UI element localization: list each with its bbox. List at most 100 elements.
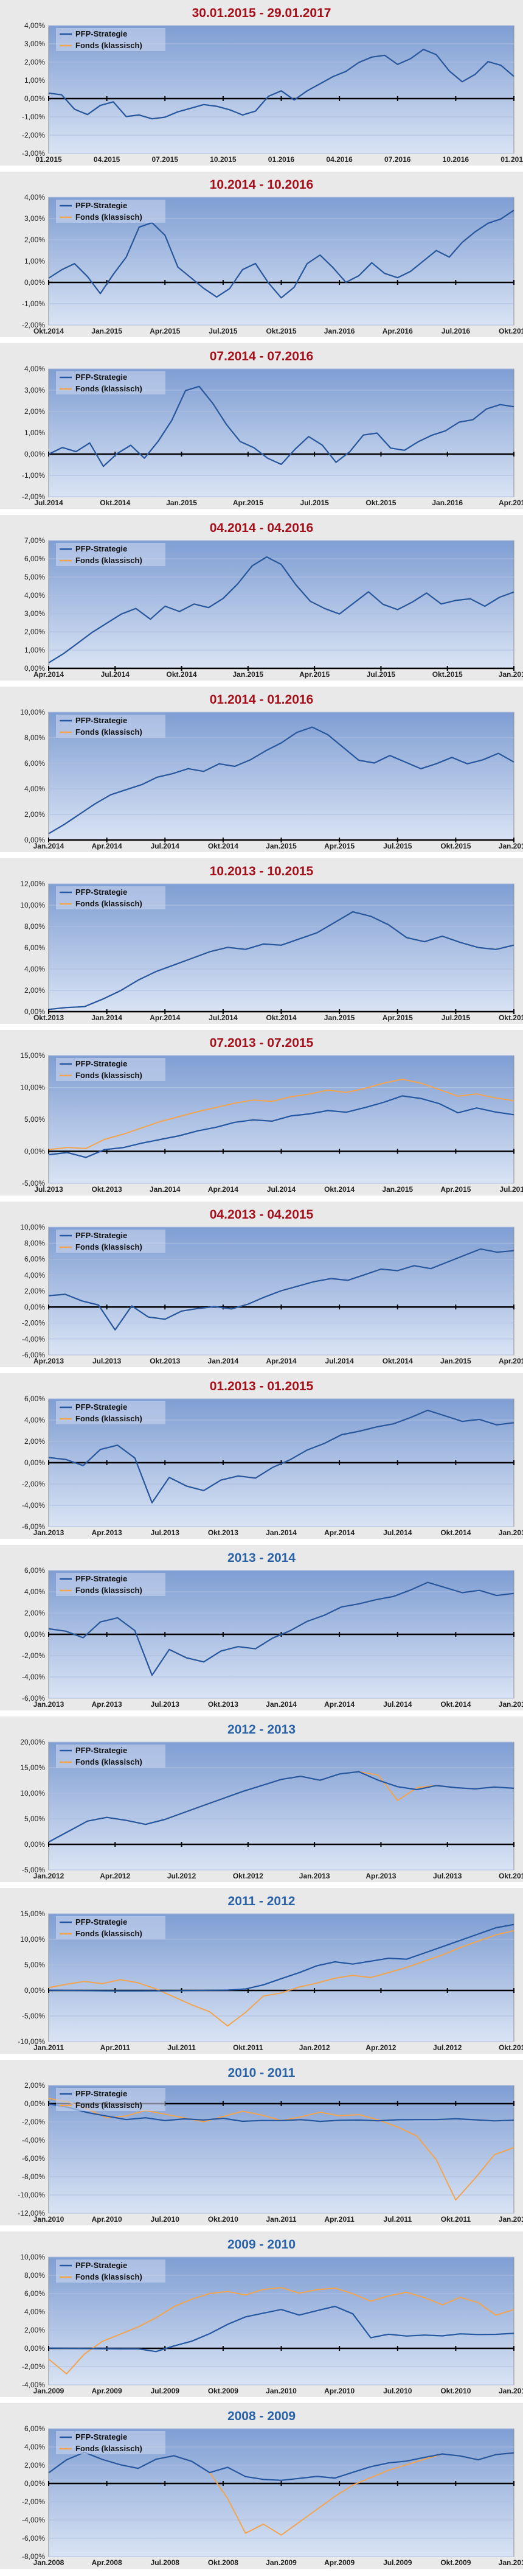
- x-tick-label: Jul.2014: [34, 499, 63, 507]
- y-tick-label: 6,00%: [24, 2424, 45, 2433]
- x-tick-label: Okt.2010: [440, 2387, 471, 2395]
- legend-label-pfp: PFP-Strategie: [75, 1574, 127, 1583]
- x-tick-label: Jan.2015: [382, 1185, 413, 1194]
- series-line-pfp-strategie: [48, 2451, 514, 2481]
- y-tick-label: 3,00%: [24, 609, 45, 618]
- y-tick-label: -6,00%: [22, 2154, 45, 2163]
- chart-title: 2011 - 2012: [227, 1894, 296, 1908]
- legend-box: [56, 1573, 165, 1596]
- legend-label-fonds: Fonds (klassisch): [75, 556, 142, 565]
- y-tick-label: 6,00%: [24, 2289, 45, 2298]
- x-tick-label: Okt.2014: [33, 327, 64, 335]
- x-tick-label: Apr.2016: [383, 327, 413, 335]
- series-line-fonds-klassisch: [48, 1930, 514, 2027]
- x-tick-label: Apr.2014: [324, 1528, 355, 1537]
- y-tick-label: 0,00%: [24, 1007, 45, 1016]
- x-tick-label: Jul.2009: [383, 2558, 412, 2567]
- x-tick-label: Apr.2014: [266, 1357, 296, 1365]
- x-tick-label: Jul.2014: [209, 1013, 238, 1022]
- legend-label-fonds: Fonds (klassisch): [75, 1242, 142, 1251]
- legend: PFP-Strategie Fonds (klassisch): [56, 1401, 165, 1424]
- y-tick-label: 0,00%: [24, 94, 45, 103]
- x-tick-label: Jul.2013: [433, 1872, 462, 1880]
- series-line-pfp-strategie: [48, 2305, 514, 2353]
- y-tick-label: 0,00%: [24, 664, 45, 673]
- chart-svg: 10,00% 8,00% 6,00% 4,00% 2,00% 0,00% -2,00% -4,…: [20, 1223, 523, 1365]
- y-tick-label: -2,00%: [22, 492, 45, 501]
- chart-title: 2009 - 2010: [227, 2238, 296, 2252]
- x-tick-label: Jul.2012: [167, 1872, 196, 1880]
- chart-panel: 2013 - 2014 6,00% 4,00% 2,00% 0,00% -2,00% -4,…: [0, 1545, 523, 1710]
- y-tick-label: 8,00%: [24, 1239, 45, 1247]
- legend-box: [56, 1058, 165, 1081]
- x-tick-label: Jul.2014: [151, 842, 180, 850]
- legend-label-fonds: Fonds (klassisch): [75, 899, 142, 908]
- legend-label-fonds: Fonds (klassisch): [75, 212, 142, 222]
- y-tick-label: 10,00%: [20, 2253, 45, 2261]
- series-line-pfp-strategie: [48, 911, 514, 1010]
- chart-panel: 2010 - 2011 2,00% 0,00% -2,00% -4,00% -6,00% -…: [0, 2060, 523, 2225]
- series-line-pfp-strategie: [48, 1248, 514, 1331]
- x-tick-label: Jan.2010: [33, 2215, 64, 2224]
- chart-svg: 6,00%4,00%2,00%0,00%-2,00%-4,00%-6,00%Ja…: [22, 1395, 523, 1537]
- y-tick-label: 15,00%: [20, 1909, 45, 1918]
- chart-title: 2010 - 2011: [227, 2066, 296, 2080]
- x-tick-label: Jul.2011: [383, 2215, 412, 2224]
- y-tick-label: -5,00%: [22, 1179, 45, 1188]
- legend: PFP-Strategie Fonds (klassisch): [56, 2431, 165, 2454]
- chart-panel: 01.2014 - 01.2016 10,00% 8,00% 6,00% 4,00% 2,…: [0, 687, 523, 852]
- x-tick-label: Apr.2014: [208, 1185, 238, 1194]
- legend-box: [56, 1745, 165, 1768]
- x-tick-label: Jul.2010: [383, 2387, 412, 2395]
- y-tick-label: -1,00%: [22, 113, 45, 121]
- y-tick-label: 0,00%: [24, 1986, 45, 1995]
- legend: PFP-Strategie Fonds (klassisch): [56, 886, 165, 909]
- chart-panel: 2008 - 2009 6,00% 4,00% 2,00% 0,00% -2,00% -4,…: [0, 2403, 523, 2569]
- x-tick-label: Jul.2013: [151, 1528, 180, 1537]
- x-tick-label: Okt.2011: [233, 2043, 263, 2052]
- legend: PFP-Strategie Fonds (klassisch): [56, 2088, 165, 2111]
- x-tick-label: Apr.2016: [499, 499, 523, 507]
- legend-box: [56, 715, 165, 738]
- chart-panel: 07.2013 - 07.2015 15,00% 10,00% 5,00% 0,00% -…: [0, 1030, 523, 1195]
- legend-label-pfp: PFP-Strategie: [75, 1917, 127, 1927]
- legend: PFP-Strategie Fonds (klassisch): [56, 371, 165, 394]
- x-tick-label: Jan.2013: [299, 1872, 330, 1880]
- x-tick-label: Okt.2011: [441, 2215, 471, 2224]
- chart-title: 2012 - 2013: [227, 1723, 296, 1737]
- x-tick-label: Jan.2014: [266, 1700, 297, 1709]
- series-line-pfp-strategie: [48, 49, 514, 120]
- x-tick-label: Apr.2015: [299, 670, 330, 679]
- chart-panel: 04.2014 - 04.2016 7,00% 6,00% 5,00% 4,00% 3,0…: [0, 515, 523, 681]
- y-tick-label: 15,00%: [20, 1763, 45, 1772]
- x-tick-label: Apr.2015: [383, 1013, 413, 1022]
- x-tick-label: Jan.2012: [299, 2043, 330, 2052]
- legend-box: [56, 1916, 165, 1939]
- x-tick-label: Okt.2015: [432, 670, 463, 679]
- legend-box: [56, 28, 165, 51]
- chart-panel: 30.01.2015 - 29.01.2017 4,00% 3,00% 2,00% 1,…: [0, 0, 523, 166]
- x-tick-label: Jan.2011: [499, 2387, 523, 2395]
- x-tick-label: Jul.2015: [499, 1185, 523, 1194]
- chart-svg: 15,00% 10,00% 5,00% 0,00% -5,00%Jul.2013 Okt.…: [20, 1051, 523, 1194]
- legend-label-pfp: PFP-Strategie: [75, 2261, 127, 2270]
- series-line-pfp-strategie: [48, 385, 514, 467]
- x-tick-label: Jan.2012: [33, 1872, 64, 1880]
- legend-box: [56, 886, 165, 909]
- y-tick-label: -10,00%: [18, 2191, 45, 2199]
- chart-panel: 01.2013 - 01.2015 6,00% 4,00% 2,00% 0,00% -2,…: [0, 1373, 523, 1539]
- legend: PFP-Strategie Fonds (klassisch): [56, 1916, 165, 1939]
- x-tick-label: Jan.2014: [208, 1357, 239, 1365]
- legend-label-fonds: Fonds (klassisch): [75, 2444, 142, 2453]
- chart-title: 01.2013 - 01.2015: [209, 1379, 314, 1393]
- legend-label-pfp: PFP-Strategie: [75, 2432, 127, 2441]
- series-line-pfp-strategie: [48, 1581, 514, 1676]
- chart-title: 2013 - 2014: [227, 1551, 296, 1565]
- y-tick-label: 6,00%: [24, 555, 45, 563]
- x-tick-label: Okt.2014: [167, 670, 197, 679]
- y-tick-label: 4,00%: [24, 193, 45, 201]
- chart-svg: 10,00% 8,00% 6,00% 4,00% 2,00% 0,00%Jan.2014 A…: [20, 708, 523, 850]
- x-tick-label: Jul.2015: [367, 670, 396, 679]
- x-tick-label: Apr.2013: [365, 1872, 396, 1880]
- y-tick-label: 6,00%: [24, 1255, 45, 1264]
